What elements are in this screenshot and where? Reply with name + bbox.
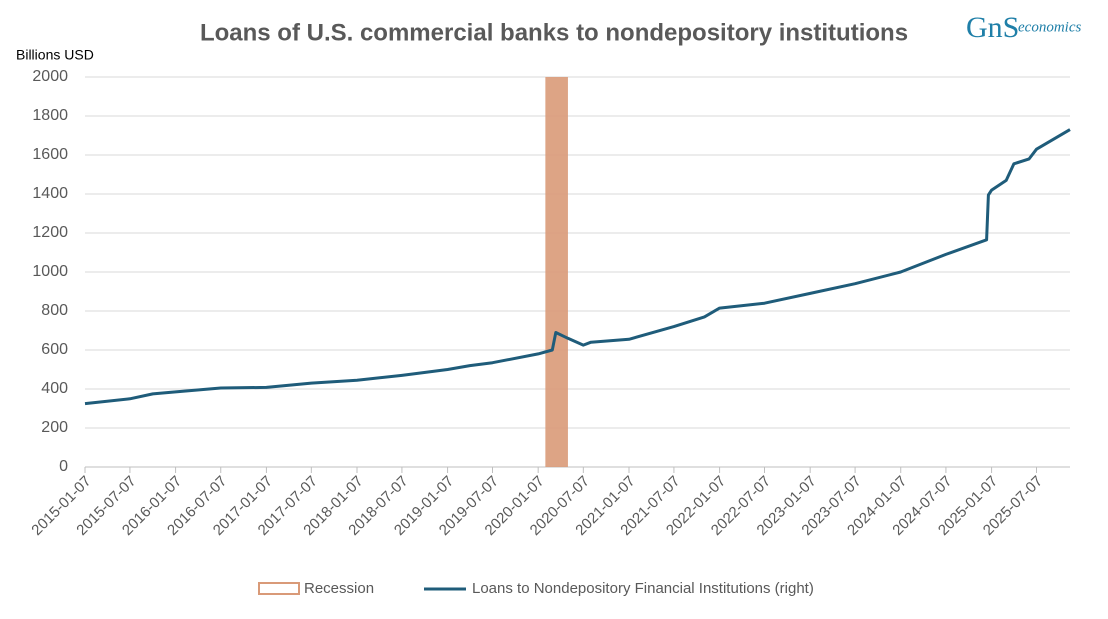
recession-band	[545, 77, 568, 467]
y-tick-label: 0	[59, 458, 68, 475]
y-tick-label: 400	[41, 380, 68, 397]
y-tick-label: 2000	[32, 68, 68, 85]
legend-swatch	[258, 582, 300, 595]
chart-title: Loans of U.S. commercial banks to nondep…	[200, 19, 908, 46]
legend-label: Recession	[304, 580, 374, 597]
y-tick-label: 1800	[32, 107, 68, 124]
y-tick-label: 200	[41, 419, 68, 436]
y-tick-label: 600	[41, 341, 68, 358]
legend-label: Loans to Nondepository Financial Institu…	[472, 580, 814, 597]
y-tick-label: 1600	[32, 146, 68, 163]
y-tick-label: 1400	[32, 185, 68, 202]
y-tick-label: 1200	[32, 224, 68, 241]
logo-mark: GnS	[966, 11, 1019, 44]
y-axis-label: Billions USD	[16, 47, 94, 63]
logo-text: economics	[1018, 19, 1081, 35]
y-tick-label: 1000	[32, 263, 68, 280]
series-line	[84, 128, 1071, 406]
y-tick-label: 800	[41, 302, 68, 319]
